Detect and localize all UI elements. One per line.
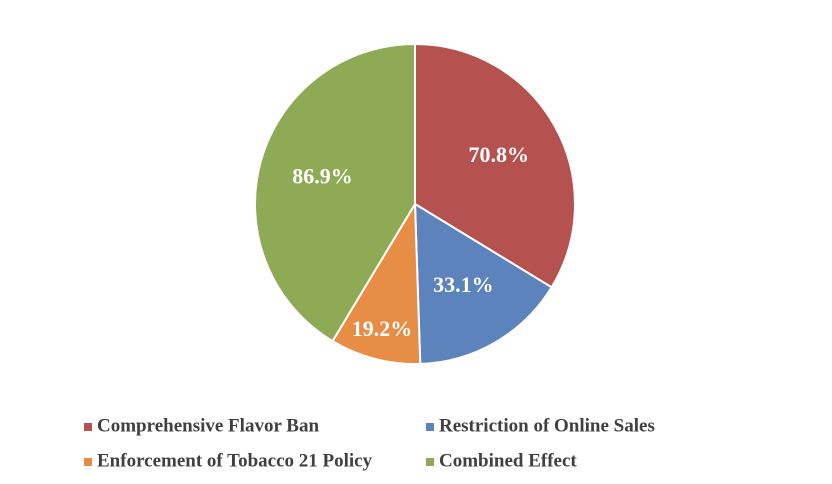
legend-marker — [426, 423, 434, 431]
data-label: 19.2% — [352, 316, 413, 341]
legend-marker — [426, 458, 434, 466]
legend-label: Restriction of Online Sales — [439, 415, 655, 436]
data-label: 86.9% — [292, 163, 353, 188]
pie-slice — [331, 200, 422, 365]
data-label: 70.8% — [468, 142, 529, 167]
pie-slice — [413, 202, 553, 365]
legend-marker — [84, 423, 92, 431]
pie-slice — [254, 42, 416, 343]
legend-label: Enforcement of Tobacco 21 Policy — [97, 450, 373, 471]
legend-label: Comprehensive Flavor Ban — [97, 415, 319, 436]
legend-label: Combined Effect — [439, 450, 577, 471]
legend-marker — [84, 458, 92, 466]
pie-slice — [414, 42, 576, 289]
legend: Comprehensive Flavor Ban Restriction of O… — [84, 415, 655, 471]
data-label: 33.1% — [433, 272, 494, 297]
pie: 70.8% 33.1% 19.2% 86.9% — [254, 42, 576, 365]
